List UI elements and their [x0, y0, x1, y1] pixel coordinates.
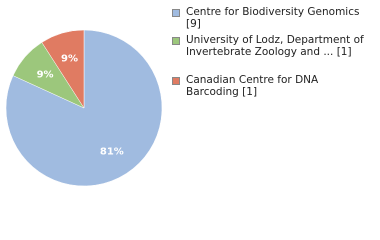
legend-entry: University of Lodz, Department of Invert… — [172, 34, 372, 58]
legend-swatch — [172, 9, 180, 17]
pie-slice — [41, 29, 85, 109]
legend-swatch — [172, 37, 180, 45]
legend-label: Canadian Centre for DNA Barcoding [1] — [186, 74, 319, 98]
legend-entry: Canadian Centre for DNA Barcoding [1] — [172, 74, 372, 98]
legend-entry: Centre for Biodiversity Genomics [9] — [172, 6, 372, 30]
legend-label: University of Lodz, Department of Invert… — [186, 34, 364, 58]
legend-swatch — [172, 77, 180, 85]
slice-label: 9% — [37, 69, 54, 80]
slice-label: 9% — [61, 54, 78, 65]
legend-label: Centre for Biodiversity Genomics [9] — [186, 6, 360, 30]
slice-label: 81% — [100, 146, 124, 157]
